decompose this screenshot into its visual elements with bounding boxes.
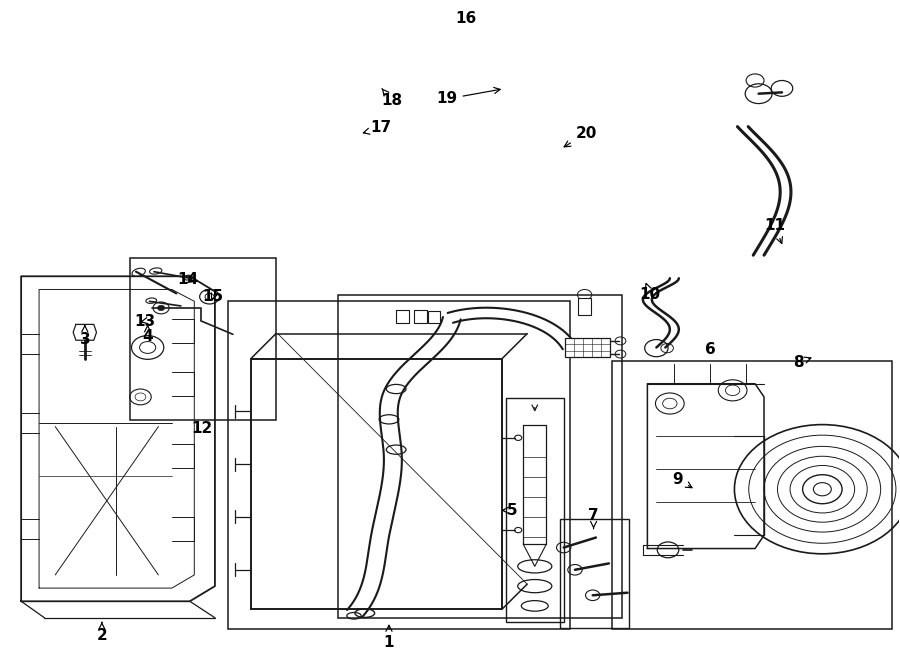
Text: 6: 6: [705, 342, 716, 357]
Text: 14: 14: [177, 272, 198, 287]
Text: 10: 10: [640, 283, 661, 303]
Text: 1: 1: [383, 625, 394, 649]
Circle shape: [814, 483, 832, 496]
Text: 17: 17: [364, 120, 392, 136]
Text: 16: 16: [455, 11, 477, 26]
Polygon shape: [647, 384, 764, 549]
Bar: [396, 310, 409, 323]
Text: 20: 20: [564, 126, 597, 147]
Text: 15: 15: [202, 289, 223, 305]
Circle shape: [135, 393, 146, 401]
Bar: [414, 310, 427, 323]
Text: 9: 9: [672, 472, 692, 488]
Text: 11: 11: [764, 218, 786, 244]
Text: 3: 3: [79, 326, 90, 347]
Bar: [229, 301, 571, 629]
Text: 8: 8: [793, 355, 811, 370]
Bar: [428, 311, 440, 323]
Text: 13: 13: [135, 314, 156, 328]
Text: 2: 2: [96, 622, 107, 643]
Bar: [579, 298, 591, 314]
Bar: [130, 258, 276, 420]
Bar: [611, 361, 892, 629]
Circle shape: [158, 305, 165, 310]
Bar: [561, 519, 629, 628]
Bar: [565, 338, 609, 357]
Text: 12: 12: [192, 421, 213, 436]
Text: 19: 19: [436, 87, 500, 107]
Text: 7: 7: [589, 508, 598, 529]
Bar: [338, 295, 622, 618]
Text: 4: 4: [142, 326, 153, 344]
Text: 5: 5: [502, 503, 518, 518]
Bar: [506, 399, 564, 622]
Text: 18: 18: [382, 89, 402, 109]
